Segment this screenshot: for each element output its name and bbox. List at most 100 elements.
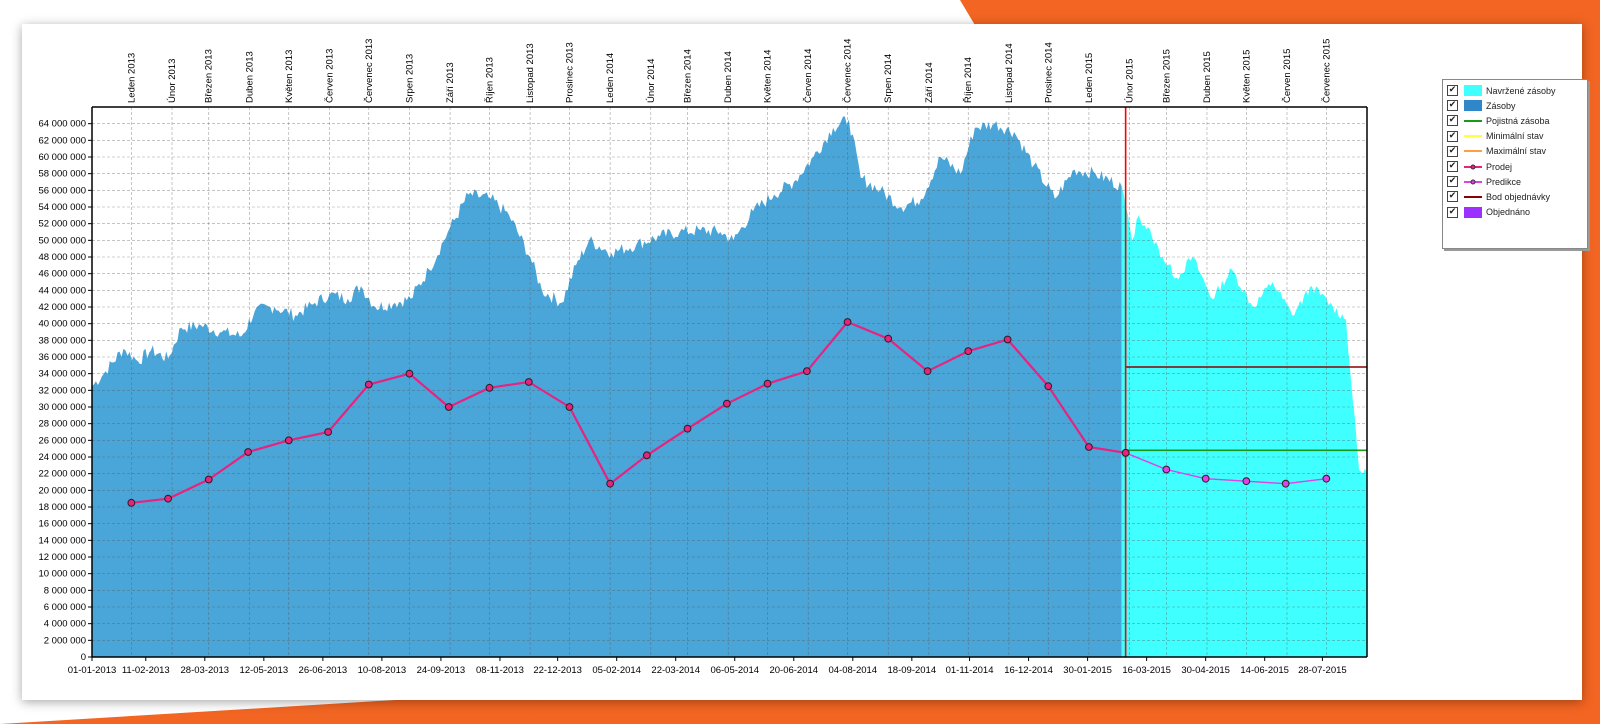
legend-checkbox[interactable]: ✔ — [1447, 191, 1458, 203]
legend-label: Navržené zásoby — [1486, 85, 1556, 96]
month-label: Duben 2013 — [244, 51, 255, 103]
month-label: Listopad 2014 — [1004, 43, 1015, 103]
y-tick-label: 14 000 000 — [38, 535, 86, 546]
legend-label: Prodej — [1486, 161, 1513, 172]
legend-item[interactable]: ✔ Minimální stav — [1443, 129, 1587, 144]
legend-item[interactable]: ✔ Prodej — [1443, 159, 1587, 174]
data-point-prodej — [843, 318, 852, 326]
y-tick-label: 22 000 000 — [38, 469, 86, 480]
month-label: Prosinec 2013 — [564, 42, 575, 103]
legend-label: Maximální stav — [1486, 146, 1547, 157]
legend-item[interactable]: ✔ Maximální stav — [1443, 144, 1587, 159]
y-tick-label: 16 000 000 — [38, 519, 86, 530]
x-tick-label: 04-08-2014 — [828, 665, 877, 676]
data-point-prodej — [1003, 335, 1012, 344]
data-point-prodej — [565, 403, 574, 411]
month-label: Květen 2015 — [1241, 50, 1252, 103]
x-tick-label: 12-05-2013 — [240, 665, 289, 676]
month-label: Září 2014 — [924, 62, 935, 103]
y-tick-label: 2 000 000 — [44, 635, 86, 646]
month-label: Únor 2014 — [646, 59, 657, 103]
legend-checkbox[interactable]: ✔ — [1447, 145, 1458, 157]
data-point-prodej — [164, 494, 172, 503]
month-label: Prosinec 2014 — [1043, 42, 1054, 103]
data-point-prodej — [127, 498, 136, 507]
month-label: Srpen 2014 — [883, 54, 894, 103]
y-tick-label: 64 000 000 — [38, 119, 86, 130]
data-point-prodej — [683, 424, 692, 433]
x-tick-label: 01-01-2013 — [68, 665, 117, 676]
data-point-predikce — [1322, 474, 1331, 483]
legend-item[interactable]: ✔ Pojistná zásoba — [1443, 113, 1587, 128]
y-tick-label: 12 000 000 — [38, 552, 86, 563]
axes-layer — [88, 106, 1368, 661]
data-point-prodej — [722, 399, 731, 408]
series-line-prodej — [131, 320, 1126, 504]
month-label: Červen 2015 — [1282, 49, 1293, 103]
x-tick-label: 01-11-2014 — [946, 665, 994, 676]
series-area-zasoby — [92, 116, 1122, 657]
legend-checkbox[interactable]: ✔ — [1447, 176, 1458, 188]
data-point-prodej — [642, 451, 651, 460]
area-layer — [92, 116, 1367, 657]
legend-checkbox[interactable]: ✔ — [1447, 206, 1458, 218]
month-label: Únor 2015 — [1125, 59, 1136, 103]
month-label: Leden 2013 — [126, 53, 137, 103]
legend-checkbox[interactable]: ✔ — [1447, 130, 1458, 142]
legend-swatch-icon — [1464, 192, 1482, 202]
data-point-prodej — [524, 378, 533, 386]
data-point-prodej — [284, 436, 293, 445]
x-tick-label: 20-06-2014 — [769, 665, 818, 676]
legend-item[interactable]: ✔ Navržené zásoby — [1443, 83, 1587, 98]
y-tick-label: 8 000 000 — [44, 585, 86, 596]
legend-label: Predikce — [1486, 176, 1522, 187]
legend-item[interactable]: ✔ Zásoby — [1443, 98, 1587, 113]
x-tick-label: 10-08-2013 — [358, 665, 407, 676]
data-point-prodej — [964, 347, 973, 356]
legend-checkbox[interactable]: ✔ — [1447, 100, 1458, 112]
data-point-prodej — [444, 403, 453, 411]
x-tick-label: 28-07-2015 — [1298, 665, 1347, 676]
series-lines-layer — [127, 107, 1367, 657]
month-label: Květen 2013 — [284, 50, 295, 103]
data-point-predikce — [1201, 474, 1210, 483]
month-label: Červen 2014 — [803, 49, 814, 103]
x-tick-label: 30-04-2015 — [1181, 665, 1230, 676]
y-tick-label: 40 000 000 — [38, 319, 86, 330]
month-label: Červen 2013 — [324, 49, 335, 103]
month-label: Duben 2014 — [723, 51, 734, 103]
inventory-chart: 0 2 000 000 4 000 000 6 000 000 8 000 000 10 … — [38, 39, 1368, 676]
x-tick-label: 30-01-2015 — [1063, 665, 1112, 676]
legend-label: Pojistná zásoba — [1486, 115, 1550, 126]
data-point-predikce — [1162, 465, 1171, 474]
y-tick-label: 26 000 000 — [38, 435, 86, 446]
month-label: Únor 2013 — [167, 59, 178, 103]
data-point-prodej — [405, 369, 414, 378]
x-tick-label: 24-09-2013 — [417, 665, 466, 676]
legend-checkbox[interactable]: ✔ — [1447, 161, 1458, 173]
y-tick-label: 52 000 000 — [38, 219, 86, 230]
legend-swatch-icon — [1464, 206, 1482, 218]
legend-label: Objednáno — [1486, 207, 1531, 218]
x-tick-label: 26-06-2013 — [299, 665, 348, 676]
legend-swatch-icon — [1464, 85, 1482, 97]
legend-label: Zásoby — [1486, 100, 1516, 111]
y-tick-label: 18 000 000 — [38, 502, 86, 513]
legend-item[interactable]: ✔ Objednáno — [1443, 205, 1587, 220]
month-label: Červenec 2014 — [843, 39, 854, 103]
legend-swatch-icon — [1464, 116, 1482, 126]
legend-checkbox[interactable]: ✔ — [1447, 85, 1458, 97]
y-tick-label: 44 000 000 — [38, 285, 86, 296]
y-tick-label: 0 — [81, 652, 86, 663]
y-tick-label: 60 000 000 — [38, 152, 86, 163]
legend-checkbox[interactable]: ✔ — [1447, 115, 1458, 127]
y-tick-label: 28 000 000 — [38, 419, 86, 430]
y-tick-label: 36 000 000 — [38, 352, 86, 363]
data-point-prodej — [1121, 448, 1130, 457]
x-tick-label: 08-11-2013 — [476, 665, 524, 676]
data-point-prodej — [884, 334, 893, 343]
legend-item[interactable]: ✔ Predikce — [1443, 174, 1587, 189]
x-tick-label: 06-05-2014 — [710, 665, 759, 676]
legend-item[interactable]: ✔ Bod objednávky — [1443, 189, 1587, 204]
month-label: Březen 2015 — [1161, 49, 1172, 103]
